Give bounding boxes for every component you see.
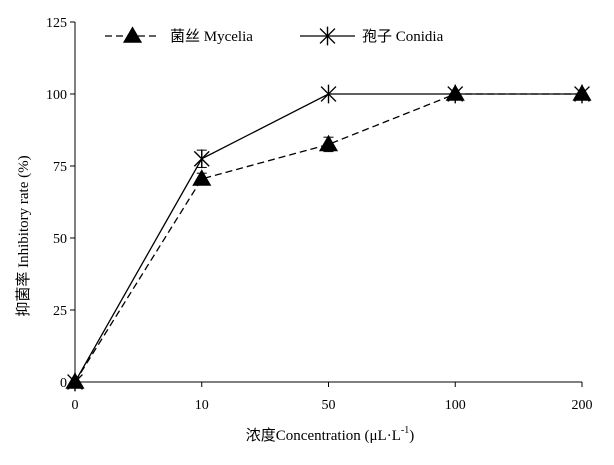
data-point xyxy=(320,84,337,104)
legend: 菌丝 Mycelia 孢子 Conidia xyxy=(105,26,444,46)
x-tick-label: 200 xyxy=(572,398,593,413)
legend-label: 菌丝 Mycelia xyxy=(170,28,253,45)
legend-marker xyxy=(122,26,143,43)
series-2 xyxy=(67,84,590,392)
x-tick-label: 0 xyxy=(72,398,79,413)
data-point xyxy=(318,134,339,152)
y-axis-label: 抑菌率 Inhibitory rate (%) xyxy=(15,155,32,316)
x-tick-label: 50 xyxy=(322,398,336,413)
legend-label: 孢子 Conidia xyxy=(362,28,444,45)
legend-item-2: 孢子 Conidia xyxy=(300,26,444,46)
x-tick-label: 100 xyxy=(445,398,466,413)
y-tick-label: 100 xyxy=(46,88,67,103)
series-layer xyxy=(65,84,592,392)
y-tick-label: 75 xyxy=(53,160,67,175)
y-ticks: 0 25 50 75 100 125 xyxy=(46,16,75,391)
x-axis-label-sup: -1 xyxy=(401,425,409,436)
data-point xyxy=(192,169,212,186)
data-point xyxy=(574,84,590,104)
y-tick-label: 25 xyxy=(53,304,67,319)
axes xyxy=(74,22,582,383)
x-ticks: 0 10 50 100 200 xyxy=(72,382,593,413)
data-point xyxy=(193,149,210,169)
series-line xyxy=(74,93,582,383)
y-tick-label: 125 xyxy=(46,16,67,31)
x-tick-label: 10 xyxy=(195,398,209,413)
y-tick-label: 50 xyxy=(53,232,67,247)
legend-item-1: 菌丝 Mycelia xyxy=(105,26,253,45)
x-axis-label: 浓度Concentration (μL·L-1) xyxy=(246,425,414,444)
y-tick-label: 0 xyxy=(60,376,67,391)
legend-marker xyxy=(319,26,336,46)
series-1 xyxy=(65,84,592,389)
data-point xyxy=(67,372,83,392)
x-axis-label-close: ) xyxy=(409,428,414,444)
data-point xyxy=(447,84,464,104)
